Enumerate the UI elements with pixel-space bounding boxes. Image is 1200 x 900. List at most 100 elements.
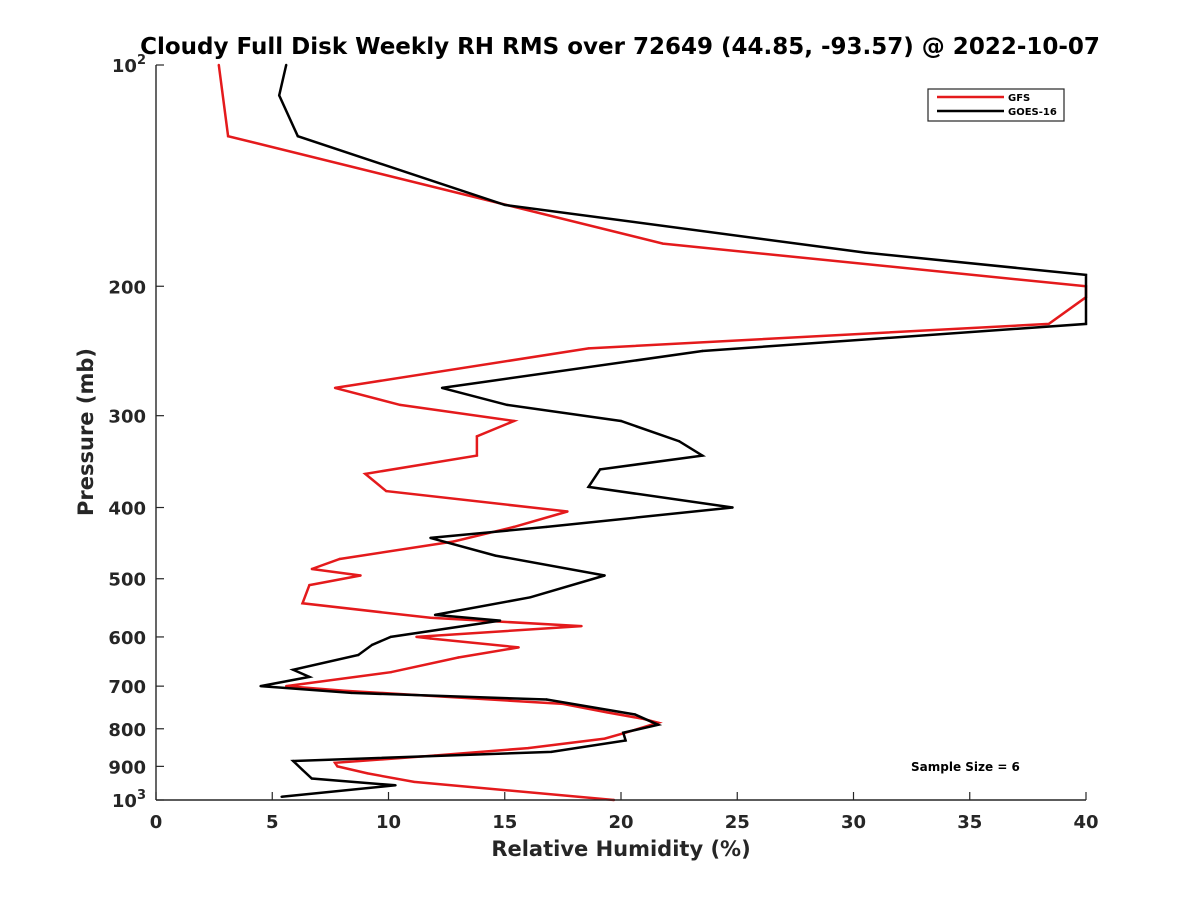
- sample-size-annotation: Sample Size = 6: [911, 760, 1020, 774]
- data-point-gfs-14: [566, 510, 569, 513]
- data-point-gfs-32: [605, 711, 609, 714]
- y-axis-label: Pressure (mb): [74, 348, 98, 516]
- data-point-gfs-28: [389, 671, 392, 674]
- data-point-gfs-1: [226, 135, 230, 138]
- data-point-goes-16-40: [280, 795, 283, 798]
- x-tick-label: 25: [725, 812, 750, 833]
- y-tick-label: 800: [108, 720, 146, 741]
- data-point-goes-16-34: [624, 739, 627, 742]
- data-point-goes-16-37: [301, 768, 304, 772]
- x-tick-label: 30: [841, 812, 866, 833]
- x-axis-label: Relative Humidity (%): [491, 837, 750, 861]
- data-point-gfs-17: [338, 557, 341, 561]
- data-point-gfs-11: [475, 454, 479, 457]
- x-tick-label: 40: [1073, 812, 1098, 833]
- data-point-goes-16-38: [310, 777, 313, 780]
- data-point-goes-16-33: [622, 731, 625, 734]
- data-point-goes-16-36: [292, 759, 295, 763]
- data-point-gfs-29: [285, 684, 288, 688]
- data-point-gfs-13: [385, 489, 388, 493]
- x-tick-label: 0: [150, 812, 163, 833]
- data-point-gfs-39: [333, 761, 337, 764]
- data-point-gfs-19: [359, 574, 362, 577]
- y-tick-label: 300: [108, 407, 146, 428]
- data-point-goes-16-11: [677, 440, 681, 443]
- chart-title: Cloudy Full Disk Weekly RH RMS over 7264…: [140, 34, 1100, 60]
- data-point-gfs-26: [517, 646, 520, 649]
- data-point-gfs-7: [333, 386, 337, 390]
- data-point-goes-16-31: [633, 713, 637, 716]
- data-point-gfs-8: [398, 403, 402, 407]
- data-point-goes-16-25: [357, 653, 360, 657]
- data-point-goes-16-2: [296, 135, 299, 138]
- x-tick-label: 35: [957, 812, 982, 833]
- plot-series: [217, 63, 1088, 802]
- data-point-goes-16-27: [308, 675, 311, 679]
- data-point-goes-16-18: [494, 554, 497, 557]
- y-tick-label: 200: [108, 277, 146, 298]
- data-point-gfs-18: [310, 567, 313, 571]
- y-tick-label: 700: [108, 677, 146, 698]
- data-point-gfs-25: [429, 637, 432, 640]
- data-point-goes-16-30: [545, 698, 548, 701]
- data-point-gfs-6: [587, 347, 590, 350]
- series-line-gfs: [217, 64, 1088, 802]
- data-point-goes-16-23: [389, 635, 392, 639]
- y-tick-label: 600: [108, 628, 146, 649]
- data-point-goes-16-10: [619, 419, 623, 423]
- y-axis-ticks: 102 200 300 400 500 600 700 800 900 103: [108, 53, 164, 812]
- data-point-goes-16-28: [259, 684, 262, 688]
- data-point-goes-16-5: [1084, 273, 1088, 277]
- data-point-gfs-9: [512, 419, 516, 423]
- x-axis-ticks: 0 5 10 15 20 25 30 35 40: [150, 792, 1099, 833]
- data-point-gfs-21: [301, 602, 304, 605]
- data-point-goes-16-21: [433, 613, 437, 617]
- data-point-gfs-16: [452, 540, 455, 543]
- data-point-goes-16-29: [350, 691, 353, 695]
- data-point-goes-16-8: [440, 386, 444, 390]
- data-point-gfs-40: [336, 765, 339, 768]
- data-point-gfs-0: [217, 63, 220, 67]
- y-tick-label: 900: [108, 757, 146, 778]
- x-tick-label: 20: [608, 812, 633, 833]
- data-point-goes-16-35: [550, 750, 553, 754]
- data-point-gfs-15: [512, 525, 516, 529]
- data-point-gfs-5: [1047, 322, 1051, 326]
- data-point-goes-16-9: [505, 403, 509, 407]
- x-tick-label: 10: [376, 812, 401, 833]
- legend: GFS GOES-16: [927, 88, 1065, 122]
- data-point-gfs-37: [526, 746, 530, 750]
- data-point-goes-16-16: [545, 525, 548, 529]
- data-point-gfs-36: [603, 737, 606, 740]
- data-point-goes-16-0: [285, 63, 288, 67]
- data-point-goes-16-3: [503, 203, 506, 207]
- data-point-gfs-10: [475, 435, 479, 438]
- data-point-gfs-23: [580, 624, 583, 628]
- data-point-gfs-22: [429, 616, 432, 619]
- y-tick-label: 400: [108, 499, 146, 520]
- legend-label-goes-16: GOES-16: [1008, 107, 1057, 118]
- y-tick-label: 102: [112, 53, 146, 77]
- y-tick-label: 103: [112, 788, 146, 812]
- data-point-goes-16-39: [394, 784, 397, 787]
- data-point-goes-16-1: [278, 94, 281, 97]
- data-point-goes-16-17: [429, 536, 432, 540]
- x-tick-label: 15: [492, 812, 517, 833]
- data-point-gfs-42: [412, 780, 416, 784]
- data-point-gfs-24: [415, 635, 418, 639]
- data-point-goes-16-15: [731, 506, 734, 509]
- data-point-goes-16-6: [1084, 322, 1088, 326]
- legend-box: [927, 88, 1065, 122]
- data-point-goes-16-7: [701, 349, 704, 353]
- data-point-gfs-27: [457, 656, 460, 659]
- data-point-goes-16-22: [498, 619, 502, 622]
- y-tick-label: 500: [108, 570, 146, 591]
- data-point-goes-16-32: [657, 723, 660, 726]
- data-point-gfs-41: [366, 772, 369, 775]
- data-point-goes-16-14: [587, 485, 590, 489]
- x-tick-label: 5: [266, 812, 279, 833]
- data-point-goes-16-20: [529, 596, 532, 599]
- data-point-goes-16-26: [292, 668, 295, 671]
- data-point-goes-16-19: [603, 574, 606, 577]
